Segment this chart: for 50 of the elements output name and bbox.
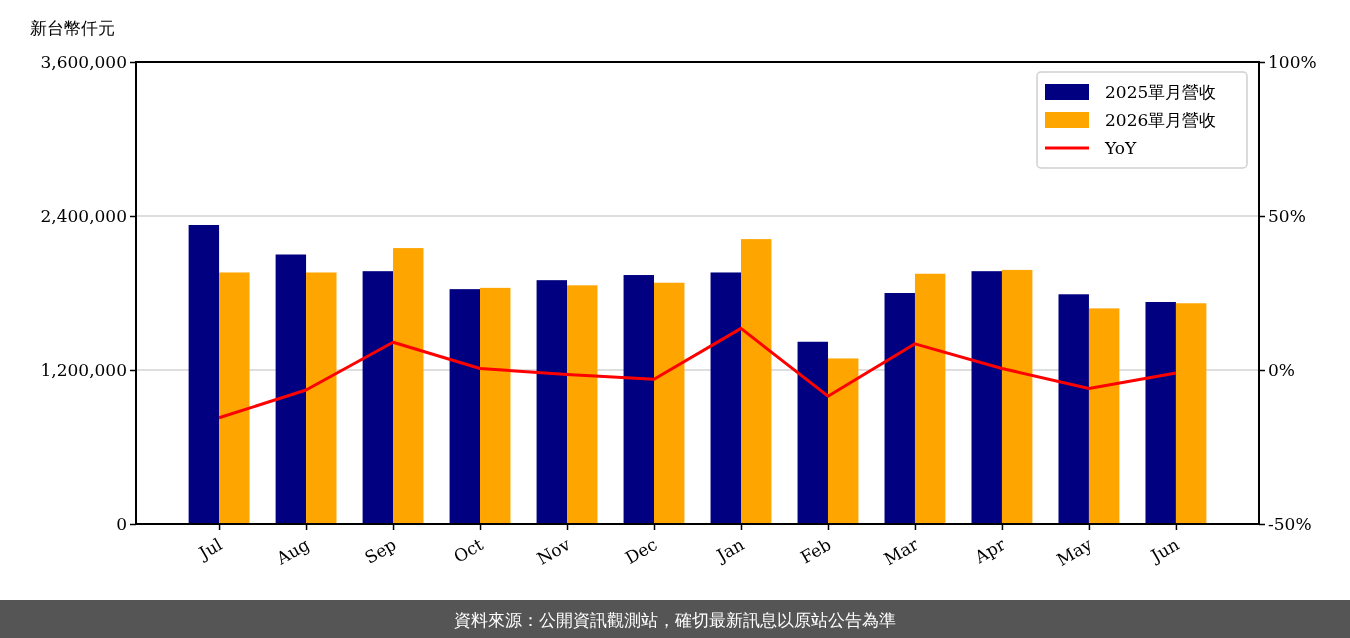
x-tick-label: Aug (272, 534, 313, 570)
bar (536, 280, 568, 524)
bar (740, 239, 772, 524)
x-tick-label: Dec (621, 534, 661, 569)
x-tick-label: Sep (361, 534, 400, 568)
bar (480, 287, 511, 524)
line-series (217, 326, 1178, 420)
bar (1088, 308, 1120, 524)
bar (1145, 301, 1176, 524)
y2-tick-label: 50% (1268, 205, 1306, 226)
bar (827, 358, 859, 524)
bar (914, 273, 946, 524)
y-tick-label: 3,600,000 (40, 51, 127, 72)
bar (362, 271, 394, 524)
bar (1058, 294, 1089, 524)
legend-label: 2026單月營收 (1105, 110, 1217, 130)
y-axis-title: 新台幣仟元 (30, 18, 115, 38)
bar (188, 224, 220, 524)
bar (275, 254, 307, 524)
bar (219, 272, 250, 524)
bar (393, 248, 424, 524)
source-note: 資料來源：公開資訊觀測站，確切最新訊息以原站公告為準 (454, 610, 896, 630)
y2-tick-label: -50% (1268, 513, 1312, 534)
x-tick-label: Nov (533, 533, 574, 569)
bar (884, 293, 915, 524)
x-tick-label: Jan (711, 534, 748, 567)
bar (654, 282, 685, 524)
x-tick-label: May (1053, 533, 1096, 571)
legend-label: 2025單月營收 (1105, 82, 1217, 102)
bar (567, 285, 598, 524)
bar (797, 341, 828, 524)
y-tick-label: 1,200,000 (40, 359, 127, 380)
x-tick-label: Jun (1145, 534, 1183, 567)
y-tick-label: 0 (116, 513, 127, 534)
x-tick-label: Oct (450, 534, 487, 567)
x-tick-label: Jul (193, 534, 226, 565)
x-tick-label: Feb (796, 534, 835, 568)
y2-tick-label: 0% (1268, 359, 1295, 380)
bar (1175, 303, 1207, 524)
legend-label: YoY (1104, 138, 1137, 158)
bar (449, 289, 481, 524)
y-tick-label: 2,400,000 (40, 205, 127, 226)
bar (623, 275, 655, 524)
x-tick-label: Mar (880, 533, 923, 570)
bar (306, 272, 337, 524)
y2-tick-label: 100% (1268, 51, 1317, 72)
bar (971, 271, 1002, 524)
bar (710, 272, 741, 524)
x-tick-label: Apr (970, 533, 1010, 568)
bar (1001, 269, 1033, 524)
